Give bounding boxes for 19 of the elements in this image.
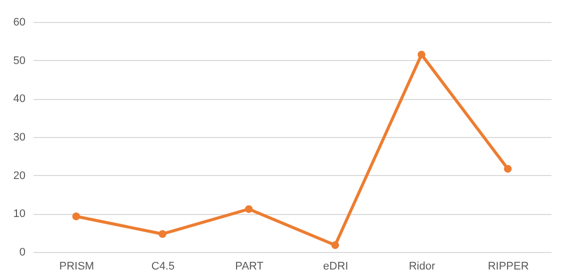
y-tick-label: 20 xyxy=(13,170,26,182)
y-tick-label: 0 xyxy=(19,246,26,258)
point xyxy=(158,230,166,238)
y-tick-label: 50 xyxy=(13,54,26,67)
y-tick-label: 60 xyxy=(13,16,26,28)
point xyxy=(418,50,426,58)
x-tick-label: eDRI xyxy=(323,260,348,272)
y-tick-label: 40 xyxy=(13,93,26,106)
x-tick-label: RIPPER xyxy=(488,260,529,272)
x-tick-label: PART xyxy=(235,260,264,272)
x-tick-label: Ridor xyxy=(408,260,436,272)
y-tick-label: 30 xyxy=(13,132,26,144)
point xyxy=(331,241,340,249)
x-tick-label: C4.5 xyxy=(151,260,175,272)
point xyxy=(72,212,80,220)
y-tick-label: 10 xyxy=(13,208,26,220)
x-tick-label: PRISM xyxy=(59,260,94,272)
point xyxy=(244,205,253,213)
point xyxy=(504,164,512,173)
